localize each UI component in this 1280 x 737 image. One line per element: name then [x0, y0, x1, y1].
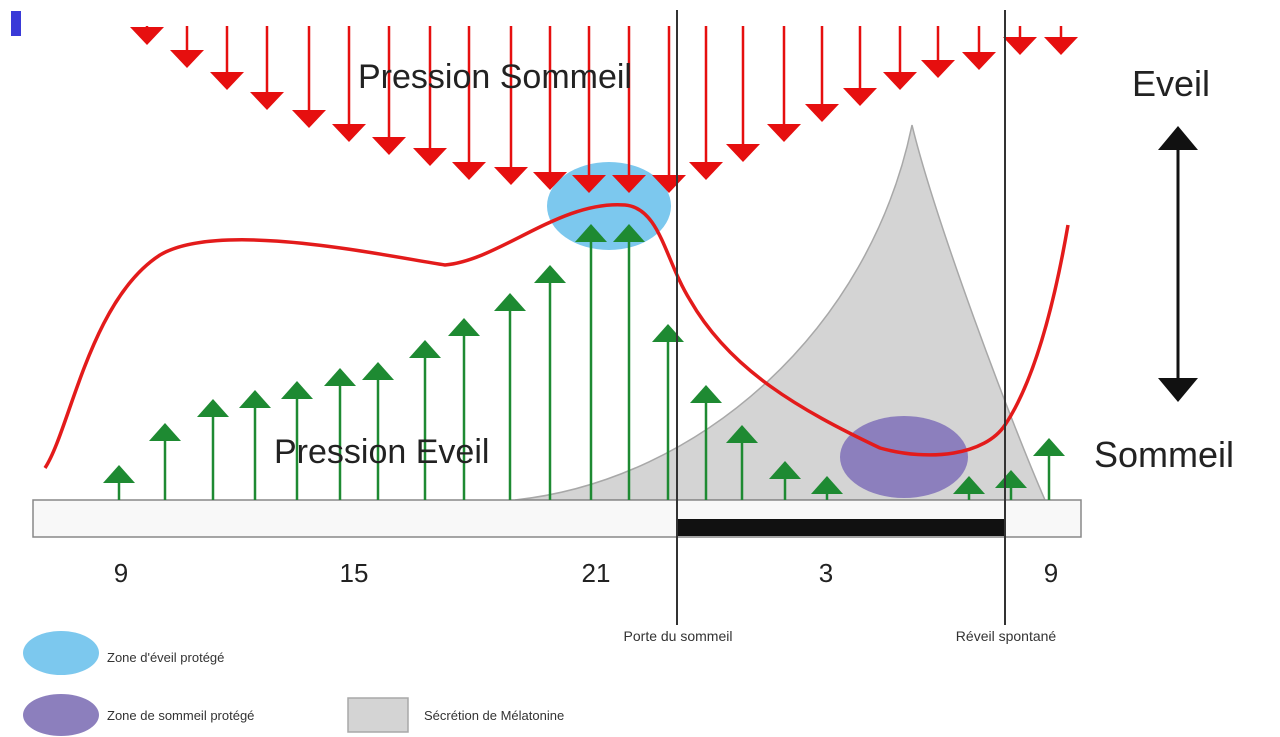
- legend-item-melatonin: Sécrétion de Mélatonine: [347, 697, 564, 733]
- wake-pressure-arrow: [197, 399, 229, 500]
- corner-marker: [11, 11, 21, 36]
- wake-pressure-arrow: [726, 425, 758, 500]
- sleep-pressure-arrow: [843, 26, 877, 106]
- sleep-pressure-arrow: [1003, 26, 1037, 55]
- sleep-pressure-arrow: [170, 26, 204, 68]
- sleep-pressure-arrow: [921, 26, 955, 78]
- sleep-pressure-arrows: [130, 26, 1078, 193]
- sleep-pressure-arrow: [250, 26, 284, 110]
- wake-pressure-arrow: [149, 423, 181, 500]
- tick-label-3h: 3: [819, 558, 833, 588]
- legend-item-protected-wake: Zone d'éveil protégé: [23, 631, 224, 675]
- wake-pressure-arrow: [362, 362, 394, 500]
- wake-pressure-arrow: [103, 465, 135, 500]
- wake-pressure-arrow: [494, 293, 526, 500]
- sleep-pressure-arrow: [210, 26, 244, 90]
- sleep-pressure-arrow: [962, 26, 996, 70]
- sleep-pressure-arrow: [883, 26, 917, 90]
- legend-label-wake: Zone d'éveil protégé: [107, 650, 224, 665]
- wake-pressure-arrow: [613, 224, 645, 500]
- wake-state-label: Eveil: [1132, 63, 1210, 104]
- wake-pressure-arrow: [995, 470, 1027, 500]
- sleep-pressure-arrow: [533, 26, 567, 190]
- legend-swatch-wake: [23, 631, 99, 675]
- wake-pressure-arrow: [953, 476, 985, 500]
- wake-pressure-arrow: [448, 318, 480, 500]
- protected-sleep-zone: [840, 416, 968, 498]
- wake-pressure-arrow: [1033, 438, 1065, 500]
- sleep-pressure-arrow: [767, 26, 801, 142]
- sleep-pressure-arrow: [689, 26, 723, 180]
- tick-label-15h: 15: [340, 558, 369, 588]
- sleep-pressure-arrow: [130, 26, 164, 45]
- state-scale-double-arrow: [1158, 126, 1198, 402]
- wake-pressure-arrow: [534, 265, 566, 500]
- sleep-pressure-arrow: [805, 26, 839, 122]
- melatonin-secretion-area: [514, 124, 1047, 501]
- legend-swatch-sleep: [23, 694, 99, 736]
- tick-label-21h: 21: [582, 558, 611, 588]
- legend-item-protected-sleep: Zone de sommeil protégé: [23, 694, 254, 736]
- sleep-pressure-arrow: [413, 26, 447, 166]
- tick-label-9h-start: 9: [114, 558, 128, 588]
- legend-label-melatonin: Sécrétion de Mélatonine: [424, 708, 564, 723]
- legend: Zone d'éveil protégé Zone de sommeil pro…: [23, 631, 564, 736]
- sleep-pressure-arrow: [452, 26, 486, 180]
- wake-pressure-label: Pression Eveil: [274, 433, 489, 471]
- sleep-pressure-arrow: [612, 26, 646, 193]
- sleep-pressure-arrow: [1044, 26, 1078, 55]
- sleep-pressure-arrow: [726, 26, 760, 162]
- sleep-pressure-label: Pression Sommeil: [358, 58, 632, 96]
- tick-label-9h-end: 9: [1044, 558, 1058, 588]
- sleep-period-bar: [677, 519, 1005, 536]
- sleep-pressure-arrow: [652, 26, 686, 193]
- sleep-pressure-arrow: [572, 26, 606, 193]
- wake-pressure-arrow: [239, 390, 271, 500]
- sleep-pressure-arrow: [494, 26, 528, 185]
- wake-pressure-arrow: [769, 461, 801, 500]
- wake-pressure-arrow: [575, 224, 607, 500]
- alertness-curve: [43, 203, 1070, 469]
- sleep-pressure-arrow: [372, 26, 406, 155]
- wake-pressure-arrow: [690, 385, 722, 500]
- sleep-pressure-arrow: [332, 26, 366, 142]
- sleep-state-label: Sommeil: [1094, 434, 1234, 475]
- sleep-pressure-arrow: [292, 26, 326, 128]
- sleep-gate-caption: Porte du sommeil: [624, 628, 733, 644]
- wake-pressure-arrow: [324, 368, 356, 500]
- wake-pressure-arrow: [281, 381, 313, 500]
- legend-label-sleep: Zone de sommeil protégé: [107, 708, 254, 723]
- wake-pressure-arrow: [409, 340, 441, 500]
- spontaneous-wake-caption: Réveil spontané: [956, 628, 1057, 644]
- wake-pressure-arrow: [811, 476, 843, 500]
- legend-swatch-melatonin: [347, 697, 409, 733]
